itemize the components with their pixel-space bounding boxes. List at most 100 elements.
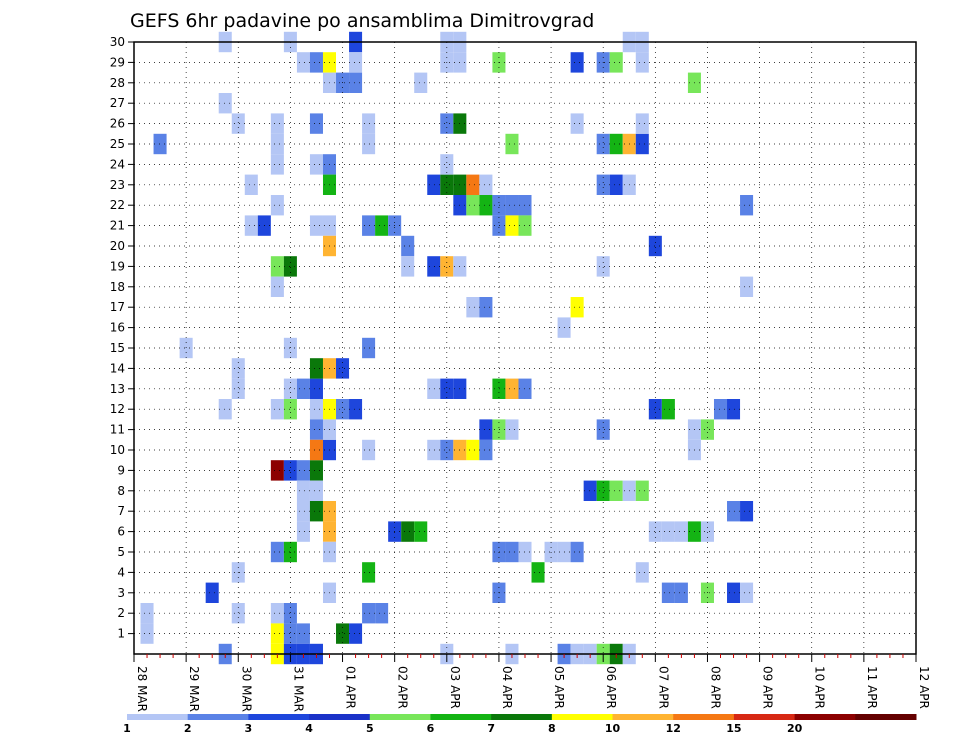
legend-label: 15 xyxy=(726,722,741,735)
heatmap-cell xyxy=(466,297,480,318)
heatmap-cell xyxy=(440,256,454,277)
heatmap-cell xyxy=(700,521,714,542)
heatmap-cell xyxy=(270,113,284,134)
heatmap-cell xyxy=(270,603,284,624)
x-tick-label: 29 MAR xyxy=(187,666,201,712)
heatmap-cell xyxy=(609,480,623,501)
heatmap-cell xyxy=(362,215,376,236)
heatmap-cell xyxy=(375,603,389,624)
heatmap-cell xyxy=(505,419,519,440)
heatmap-cell xyxy=(375,215,389,236)
x-tick-label: 10 APR xyxy=(813,666,827,709)
heatmap-cell xyxy=(362,133,376,155)
heatmap-cell xyxy=(283,623,297,644)
heatmap-cell xyxy=(479,174,493,195)
heatmap-cells xyxy=(140,31,754,665)
legend-label: 7 xyxy=(487,722,495,735)
heatmap-cell xyxy=(635,480,649,501)
heatmap-cell xyxy=(727,582,741,603)
heatmap-cell xyxy=(740,582,754,603)
heatmap-cell xyxy=(492,419,506,440)
heatmap-cell xyxy=(231,113,245,134)
heatmap-cell xyxy=(661,521,675,542)
heatmap-cell xyxy=(661,582,675,603)
heatmap-cell xyxy=(596,174,610,195)
heatmap-cell xyxy=(596,256,610,277)
heatmap-cell xyxy=(283,256,297,277)
heatmap-cell xyxy=(283,603,297,624)
heatmap-cell xyxy=(570,541,584,563)
x-tick-label: 30 MAR xyxy=(239,666,253,712)
heatmap-cell xyxy=(218,399,232,420)
legend-swatch xyxy=(733,714,796,720)
heatmap-cell xyxy=(648,521,662,542)
heatmap-cell xyxy=(283,378,297,399)
heatmap-cell xyxy=(309,501,323,522)
heatmap-cell xyxy=(270,154,284,175)
heatmap-cell xyxy=(596,419,610,440)
heatmap-cell xyxy=(270,460,284,481)
y-tick-label: 11 xyxy=(110,423,125,437)
heatmap-cell xyxy=(740,195,754,216)
heatmap-cell xyxy=(140,623,154,644)
heatmap-cell xyxy=(609,174,623,195)
heatmap-cell xyxy=(296,480,310,501)
y-tick-label: 30 xyxy=(110,35,125,49)
heatmap-cell xyxy=(427,256,441,277)
x-tick-label: 11 APR xyxy=(865,666,879,709)
heatmap-cell xyxy=(427,174,441,195)
y-tick-label: 16 xyxy=(110,321,125,335)
y-tick-label: 6 xyxy=(117,525,125,539)
legend-label: 4 xyxy=(305,722,313,735)
heatmap-cell xyxy=(231,358,245,379)
heatmap-cell xyxy=(414,521,428,542)
heatmap-cell xyxy=(309,480,323,501)
y-tick-label: 15 xyxy=(110,341,125,355)
heatmap-cell xyxy=(440,174,454,195)
legend-label: 5 xyxy=(366,722,374,735)
heatmap-cell xyxy=(492,378,506,399)
y-tick-label: 19 xyxy=(110,259,125,273)
y-tick-label: 26 xyxy=(110,117,125,131)
heatmap-cell xyxy=(713,399,728,420)
legend-swatch xyxy=(187,714,249,720)
x-tick-label: 08 APR xyxy=(708,666,722,709)
legend-swatch xyxy=(369,714,431,720)
heatmap-cell xyxy=(440,439,454,461)
heatmap-cell xyxy=(505,133,519,155)
heatmap-cell xyxy=(635,562,649,583)
heatmap-cell xyxy=(740,276,754,297)
x-axis: 28 MAR 29 MAR 30 MAR 31 MAR 01 APR 02 APR 03 A… xyxy=(133,654,931,712)
heatmap-cell xyxy=(349,623,363,644)
y-tick-label: 22 xyxy=(110,198,125,212)
heatmap-cell xyxy=(336,623,350,644)
heatmap-cell xyxy=(309,154,323,175)
heatmap-cell xyxy=(505,378,519,399)
heatmap-cell xyxy=(296,521,310,542)
legend-label: 10 xyxy=(605,722,621,735)
heatmap-cell xyxy=(740,501,754,522)
heatmap-cell xyxy=(505,541,519,563)
y-tick-label: 25 xyxy=(110,137,125,151)
heatmap-cell xyxy=(609,52,623,73)
heatmap-cell xyxy=(296,623,310,644)
heatmap-cell xyxy=(153,133,167,155)
heatmap-cell xyxy=(231,603,245,624)
legend-label: 2 xyxy=(184,722,192,735)
heatmap-cell xyxy=(596,480,610,501)
heatmap-cell xyxy=(609,133,623,155)
heatmap-cell xyxy=(479,297,493,318)
x-tick-label: 28 MAR xyxy=(135,666,149,712)
legend-swatch xyxy=(794,714,856,720)
heatmap-cell xyxy=(336,399,350,420)
legend-swatch xyxy=(855,714,917,720)
y-tick-label: 20 xyxy=(110,239,125,253)
heatmap-cell xyxy=(309,52,323,73)
y-tick-label: 5 xyxy=(117,545,125,559)
heatmap-cell xyxy=(362,439,376,461)
heatmap-cell xyxy=(205,582,219,603)
heatmap-cell xyxy=(401,235,415,257)
heatmap-cell xyxy=(401,521,415,542)
grid-lines xyxy=(134,41,916,654)
heatmap-cell xyxy=(466,195,480,216)
